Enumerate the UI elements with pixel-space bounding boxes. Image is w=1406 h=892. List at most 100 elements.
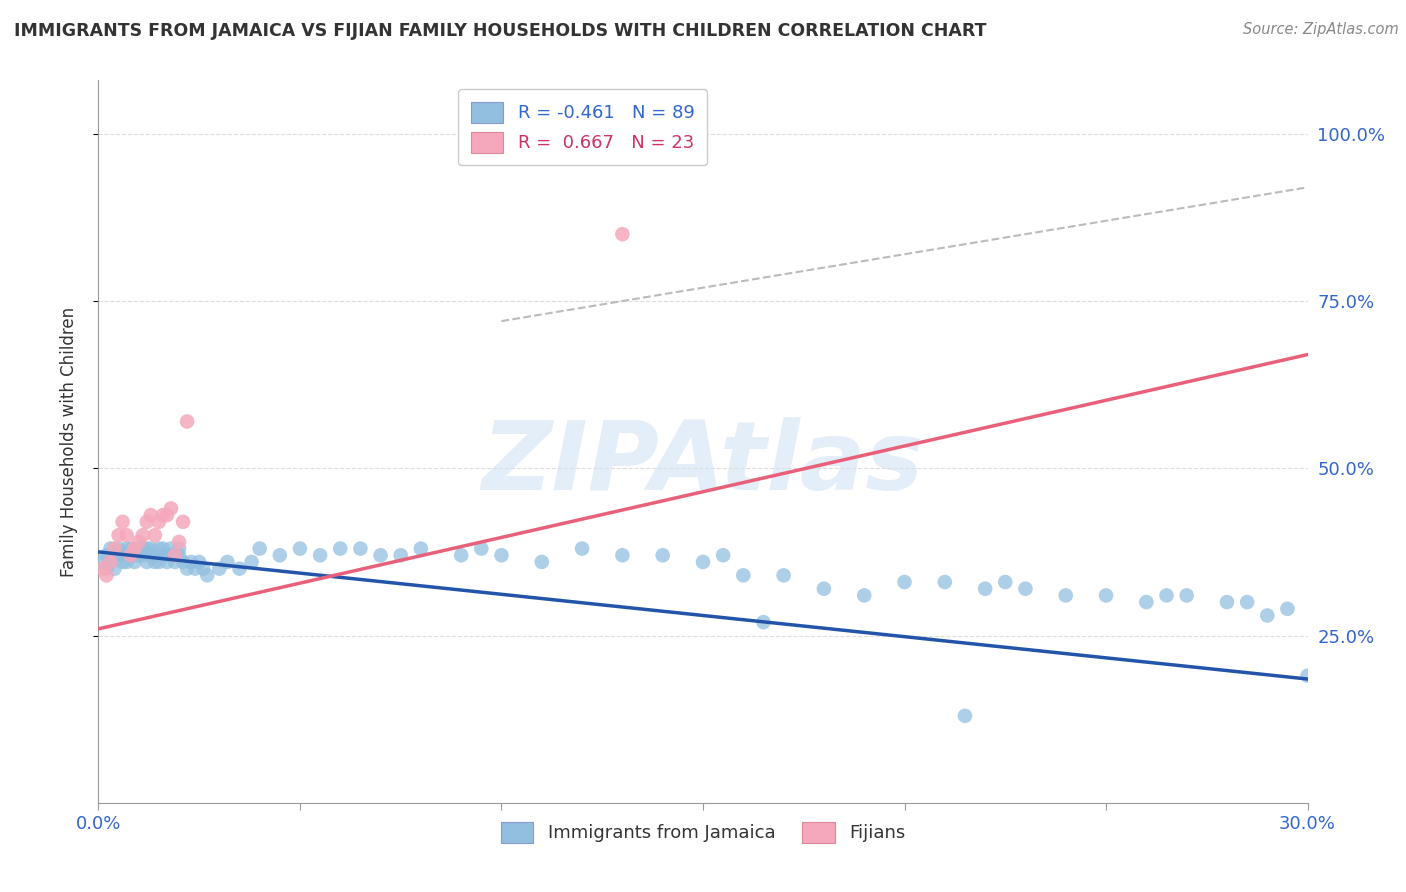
Point [733, 568, 755, 582]
Point [180, 555, 202, 569]
Point [96, 562, 118, 576]
Point [132, 528, 155, 542]
Point [711, 548, 734, 563]
Point [163, 548, 186, 563]
Point [139, 508, 162, 523]
Point [143, 548, 166, 563]
Point [139, 548, 162, 563]
Point [172, 515, 194, 529]
Point [103, 541, 125, 556]
Point [167, 548, 190, 563]
Point [148, 515, 170, 529]
Point [409, 541, 432, 556]
Point [148, 555, 170, 569]
Point [195, 568, 218, 582]
Point [813, 582, 835, 596]
Point [120, 548, 142, 563]
Point [228, 562, 250, 576]
Point [288, 541, 311, 556]
Point [172, 555, 194, 569]
Point [115, 555, 138, 569]
Point [450, 548, 472, 563]
Point [853, 589, 876, 603]
Point [100, 541, 122, 556]
Point [188, 555, 211, 569]
Point [111, 515, 134, 529]
Point [100, 555, 122, 569]
Point [217, 555, 239, 569]
Point [163, 555, 186, 569]
Point [1054, 589, 1077, 603]
Point [752, 615, 775, 630]
Point [124, 548, 146, 563]
Point [269, 548, 291, 563]
Point [692, 555, 714, 569]
Point [124, 541, 146, 556]
Point [96, 568, 118, 582]
Point [1095, 589, 1118, 603]
Point [91, 555, 114, 569]
Point [91, 562, 114, 576]
Point [1156, 589, 1178, 603]
Point [530, 555, 553, 569]
Point [128, 541, 150, 556]
Point [893, 575, 915, 590]
Point [974, 582, 997, 596]
Point [167, 534, 190, 549]
Point [96, 548, 118, 563]
Point [160, 541, 183, 556]
Point [139, 541, 162, 556]
Point [994, 575, 1017, 590]
Point [772, 568, 794, 582]
Point [120, 548, 142, 563]
Point [470, 541, 492, 556]
Point [156, 548, 179, 563]
Point [309, 548, 332, 563]
Point [1135, 595, 1157, 609]
Point [208, 562, 231, 576]
Point [571, 541, 593, 556]
Point [103, 548, 125, 563]
Point [163, 548, 186, 563]
Point [128, 534, 150, 549]
Point [193, 562, 215, 576]
Point [953, 708, 976, 723]
Legend: Immigrants from Jamaica, Fijians: Immigrants from Jamaica, Fijians [488, 809, 918, 855]
Point [143, 555, 166, 569]
Point [135, 541, 157, 556]
Point [1216, 595, 1239, 609]
Point [651, 548, 673, 563]
Point [152, 548, 174, 563]
Point [132, 541, 155, 556]
Point [156, 508, 179, 523]
Point [103, 562, 125, 576]
Point [389, 548, 412, 563]
Point [1296, 669, 1319, 683]
Point [152, 541, 174, 556]
Point [111, 555, 134, 569]
Point [156, 555, 179, 569]
Point [107, 548, 129, 563]
Point [176, 562, 198, 576]
Point [240, 555, 263, 569]
Text: IMMIGRANTS FROM JAMAICA VS FIJIAN FAMILY HOUSEHOLDS WITH CHILDREN CORRELATION CH: IMMIGRANTS FROM JAMAICA VS FIJIAN FAMILY… [14, 22, 987, 40]
Point [1256, 608, 1278, 623]
Point [184, 562, 207, 576]
Point [167, 541, 190, 556]
Point [135, 515, 157, 529]
Point [107, 541, 129, 556]
Point [148, 541, 170, 556]
Point [152, 508, 174, 523]
Point [100, 555, 122, 569]
Point [143, 528, 166, 542]
Point [1236, 595, 1258, 609]
Point [329, 541, 352, 556]
Point [176, 414, 198, 429]
Point [120, 541, 142, 556]
Point [135, 555, 157, 569]
Point [111, 548, 134, 563]
Point [124, 555, 146, 569]
Point [160, 548, 183, 563]
Point [132, 548, 155, 563]
Point [1277, 602, 1299, 616]
